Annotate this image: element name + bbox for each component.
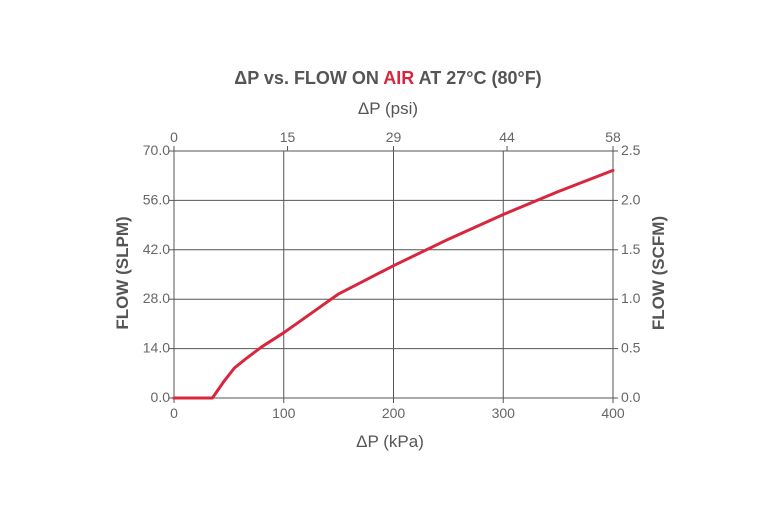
y-axis-label: FLOW (SLPM) [113,216,132,329]
x-tick-label: 400 [601,405,625,421]
top-tick-label: 58 [605,129,621,145]
y-tick-label: 0.0 [151,389,171,405]
y-tick-label: 28.0 [143,290,170,306]
y2-tick-label: 1.5 [621,241,641,257]
y2-tick-label: 0.0 [621,389,641,405]
series-line-0 [172,168,615,400]
chart-title: ΔP vs. FLOW ON AIR AT 27°C (80°F) [234,68,541,88]
title-part-0: ΔP vs. FLOW ON [234,68,383,88]
y2-tick-label: 1.0 [621,290,641,306]
grid-lines [169,146,618,403]
top-tick-label: 29 [386,129,402,145]
y-tick-label: 14.0 [143,340,170,356]
tick-labels: 0 100 200 300 400 0 15 29 44 58 0.0 14.0 28.0 42.0 56.… [143,129,641,421]
top-axis-label: ΔP (psi) [358,99,418,118]
title-part-2: AT 27°C (80°F) [414,68,541,88]
title-part-1: AIR [383,68,414,88]
x-tick-label: 0 [170,405,178,421]
top-tick-label: 44 [499,129,515,145]
top-tick-label: 0 [170,129,178,145]
top-tick-label: 15 [280,129,296,145]
y2-tick-label: 2.5 [621,142,641,158]
x-axis-label: ΔP (kPa) [356,432,424,451]
y2-tick-label: 0.5 [621,340,641,356]
y-tick-label: 56.0 [143,191,170,207]
y-tick-label: 70.0 [143,142,170,158]
x-tick-label: 300 [492,405,516,421]
series-layer [172,168,615,400]
x-tick-label: 100 [272,405,296,421]
y2-axis-label: FLOW (SCFM) [649,216,668,330]
y2-tick-label: 2.0 [621,191,641,207]
x-tick-label: 200 [382,405,406,421]
y-tick-label: 42.0 [143,241,170,257]
